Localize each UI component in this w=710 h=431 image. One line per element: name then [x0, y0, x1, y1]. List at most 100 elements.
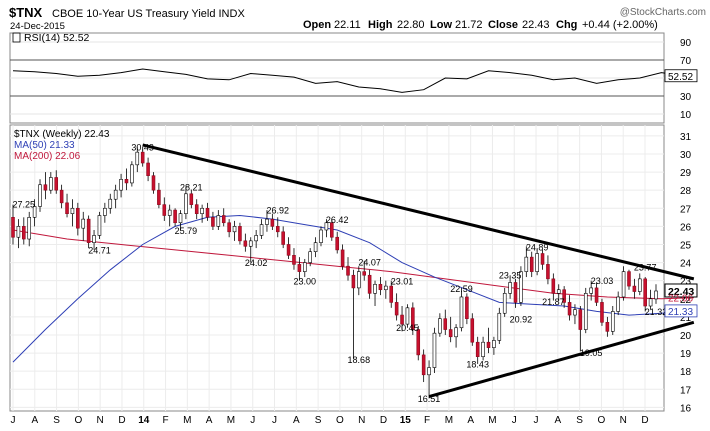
candle — [432, 327, 437, 373]
price-annotation: 26.92 — [266, 206, 289, 216]
x-tick-label: F — [424, 415, 430, 426]
candle — [297, 257, 302, 281]
candle — [162, 197, 167, 221]
price-annotation: 20.92 — [510, 314, 533, 324]
rsi-y-tick-label: 70 — [680, 56, 692, 67]
brand-watermark: @StockCharts.com — [620, 7, 706, 18]
candle-body — [22, 226, 26, 240]
candle — [540, 249, 545, 270]
candle — [259, 219, 264, 240]
open-label: Open — [303, 19, 331, 31]
candle-body — [135, 151, 140, 166]
candle — [373, 280, 377, 307]
price-annotation: 21.87 — [542, 297, 565, 307]
candle — [400, 306, 404, 332]
candle — [151, 172, 156, 194]
candle-body — [643, 278, 647, 307]
rsi-legend: RSI(14) 52.52 — [12, 32, 90, 44]
candle — [200, 204, 204, 223]
candle — [313, 237, 318, 258]
candle-body — [92, 235, 96, 243]
x-tick-label: J — [534, 415, 539, 426]
candle-body — [313, 242, 318, 253]
candle-body — [411, 307, 415, 330]
candle-body — [654, 290, 658, 300]
candle — [421, 349, 426, 383]
price-annotation: 26.42 — [326, 215, 349, 225]
x-tick-label: S — [315, 415, 322, 426]
price-y-tick-label: 22 — [680, 295, 692, 306]
candle — [340, 244, 345, 270]
candle-body — [448, 329, 453, 338]
x-tick-label: 14 — [138, 415, 150, 426]
candle — [221, 208, 226, 227]
candle-body — [438, 318, 442, 334]
price-grid — [10, 125, 664, 411]
candle — [465, 293, 469, 325]
price-y-tick-label: 30 — [680, 150, 692, 161]
candle — [524, 246, 529, 278]
candle-body — [65, 202, 69, 214]
candle-body — [173, 209, 177, 224]
candle — [43, 172, 48, 200]
x-tick-label: M — [445, 415, 453, 426]
candle — [302, 258, 307, 278]
candle — [627, 269, 631, 290]
wedge-trendline — [428, 320, 695, 398]
x-tick-label: J — [272, 415, 277, 426]
candle — [378, 277, 383, 296]
price-annotation: 28.21 — [180, 182, 203, 192]
x-tick-label: A — [293, 415, 300, 426]
candle — [546, 255, 550, 285]
candle-body — [638, 278, 642, 292]
price-y-tick-label: 28 — [680, 186, 692, 197]
price-annotations: 27.25 30.43 28.21 25.79 24.71 26.92 24.02 23.00… — [13, 143, 668, 404]
candle-body — [227, 222, 231, 233]
price-annotation: 24.89 — [526, 242, 549, 252]
candle-body — [648, 298, 653, 307]
candle-body — [97, 215, 102, 236]
candle-body — [302, 262, 307, 272]
candle — [211, 211, 215, 230]
price-y-tick-label: 17 — [680, 385, 692, 396]
candle-body — [124, 179, 129, 184]
price-legend-entry: MA(50) 21.33 — [14, 140, 75, 151]
candle-body — [38, 184, 42, 207]
candle-body — [421, 354, 426, 376]
candle — [113, 184, 118, 209]
candle-body — [632, 285, 637, 292]
candle-body — [627, 271, 631, 287]
rsi-y-tick-label: 90 — [680, 38, 692, 49]
candle — [556, 284, 561, 301]
low-value: 21.72 — [455, 19, 483, 31]
candle — [130, 161, 134, 187]
candle-body — [297, 264, 302, 272]
candle-body — [573, 309, 577, 316]
rsi-legend-swatch — [12, 32, 21, 43]
candle-body — [367, 274, 372, 294]
candle — [567, 295, 572, 321]
candle-body — [443, 318, 448, 330]
price-annotation: 25.79 — [175, 226, 198, 236]
candle-body — [130, 164, 134, 184]
candle — [205, 202, 210, 221]
candle — [616, 291, 620, 316]
price-current-value-box — [664, 283, 698, 298]
candle-body — [49, 177, 53, 191]
candle — [238, 222, 242, 245]
candle-body — [524, 256, 529, 272]
candle — [638, 273, 642, 296]
candle — [497, 307, 502, 345]
candle-body — [470, 318, 475, 343]
candle — [486, 327, 491, 354]
candle — [578, 306, 583, 352]
close-label: Close — [488, 19, 518, 31]
candle — [475, 336, 480, 364]
candle — [76, 202, 80, 236]
candle-body — [492, 340, 496, 348]
rsi-y-tick-label: 10 — [680, 110, 692, 121]
candle — [265, 210, 269, 232]
candle-body — [481, 341, 485, 357]
price-annotation: 18.43 — [466, 359, 489, 369]
candle — [81, 211, 86, 241]
